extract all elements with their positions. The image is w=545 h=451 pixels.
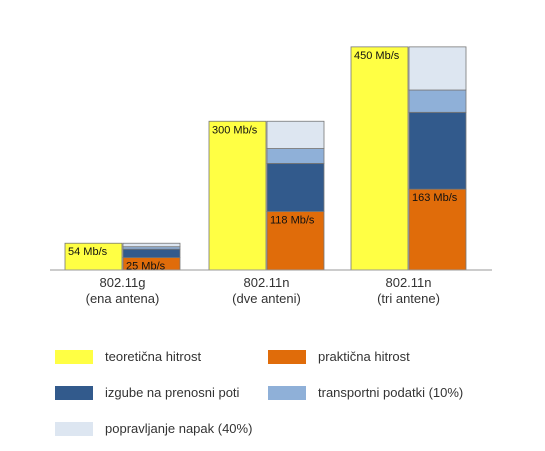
category-label-g: 802.11g [99,275,145,290]
bar-segment-3-g [122,242,181,248]
bar-segment-3-n3 [408,46,467,91]
bar-theoretical-g [64,242,123,271]
label-theoretical-n2: 300 Mb/s [212,124,258,136]
labels-group: 54 Mb/s 25 Mb/s 802.11g(ena antena) 300 Mb/… [68,50,458,306]
bar-segment-1-g [122,248,181,259]
category-sublabel-g: (ena antena) [86,291,160,306]
category-sublabel-n3: (tri antene) [377,291,440,306]
bar-segment-0-n2 [266,211,325,271]
label-practical-n3: 163 Mb/s [412,192,458,204]
bar-segment-2-n3 [408,89,467,113]
bar-segment-2-n2 [266,148,325,164]
bars-group [64,46,467,271]
category-label-n2: 802.11n [243,275,289,290]
category-label-n3: 802.11n [385,275,431,290]
bar-segment-1-n2 [266,162,325,212]
category-sublabel-n2: (dve anteni) [232,291,301,306]
label-practical-n2: 118 Mb/s [270,214,315,226]
bar-segment-1-n3 [408,111,467,190]
label-theoretical-g: 54 Mb/s [68,246,108,258]
label-practical-g: 25 Mb/s [126,261,166,273]
label-theoretical-n3: 450 Mb/s [354,50,400,62]
bar-theoretical-n2 [208,120,267,271]
bar-theoretical-n3 [350,46,409,271]
bar-segment-3-n2 [266,120,325,149]
